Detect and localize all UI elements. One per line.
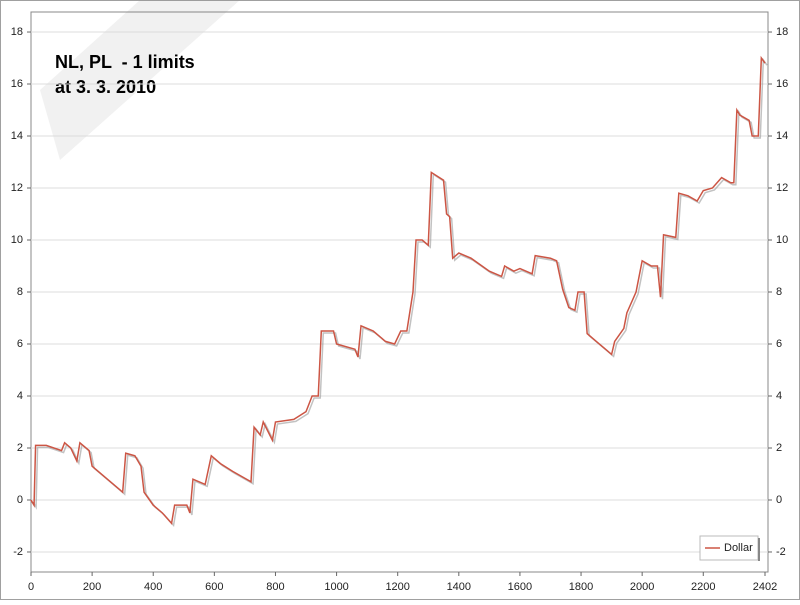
x-tick-label: 200 xyxy=(83,581,101,593)
chart-subtitle: at 3. 3. 2010 xyxy=(55,77,156,97)
y2-tick-label: 10 xyxy=(776,234,788,246)
y-tick-label: 18 xyxy=(11,26,23,38)
x-tick-label: 2402 xyxy=(753,581,777,593)
chart-title: NL, PL - 1 limits xyxy=(55,52,195,72)
x-tick-label: 1800 xyxy=(569,581,593,593)
x-tick-label: 2000 xyxy=(630,581,654,593)
y-tick-label: 0 xyxy=(17,494,23,506)
y-tick-label: 16 xyxy=(11,78,23,90)
y-tick-label: 14 xyxy=(11,130,23,142)
y2-tick-label: -2 xyxy=(776,546,786,558)
x-tick-label: 0 xyxy=(28,581,34,593)
x-tick-label: 1000 xyxy=(324,581,348,593)
x-tick-label: 1400 xyxy=(447,581,471,593)
watermark xyxy=(40,0,240,160)
y2-tick-label: 18 xyxy=(776,26,788,38)
x-tick-label: 400 xyxy=(144,581,162,593)
y2-tick-label: 16 xyxy=(776,78,788,90)
data-line xyxy=(30,55,766,526)
y2-tick-label: 12 xyxy=(776,182,788,194)
x-tick-label: 800 xyxy=(266,581,284,593)
x-tick-label: 600 xyxy=(205,581,223,593)
y-tick-label: 2 xyxy=(17,442,23,454)
y-tick-label: 12 xyxy=(11,182,23,194)
y2-tick-label: 14 xyxy=(776,130,788,142)
y-tick-label: 6 xyxy=(17,338,23,350)
y-tick-label: 10 xyxy=(11,234,23,246)
x-tick-label: 2200 xyxy=(691,581,715,593)
y2-tick-label: 8 xyxy=(776,286,782,298)
y2-tick-label: 4 xyxy=(776,390,782,402)
y-tick-label: -2 xyxy=(13,546,23,558)
legend-label: Dollar xyxy=(724,542,753,554)
x-tick-label: 1600 xyxy=(508,581,532,593)
y2-tick-label: 6 xyxy=(776,338,782,350)
y2-tick-label: 0 xyxy=(776,494,782,506)
y-tick-label: 4 xyxy=(17,390,23,402)
y-tick-label: 8 xyxy=(17,286,23,298)
y2-tick-label: 2 xyxy=(776,442,782,454)
x-tick-label: 1200 xyxy=(385,581,409,593)
